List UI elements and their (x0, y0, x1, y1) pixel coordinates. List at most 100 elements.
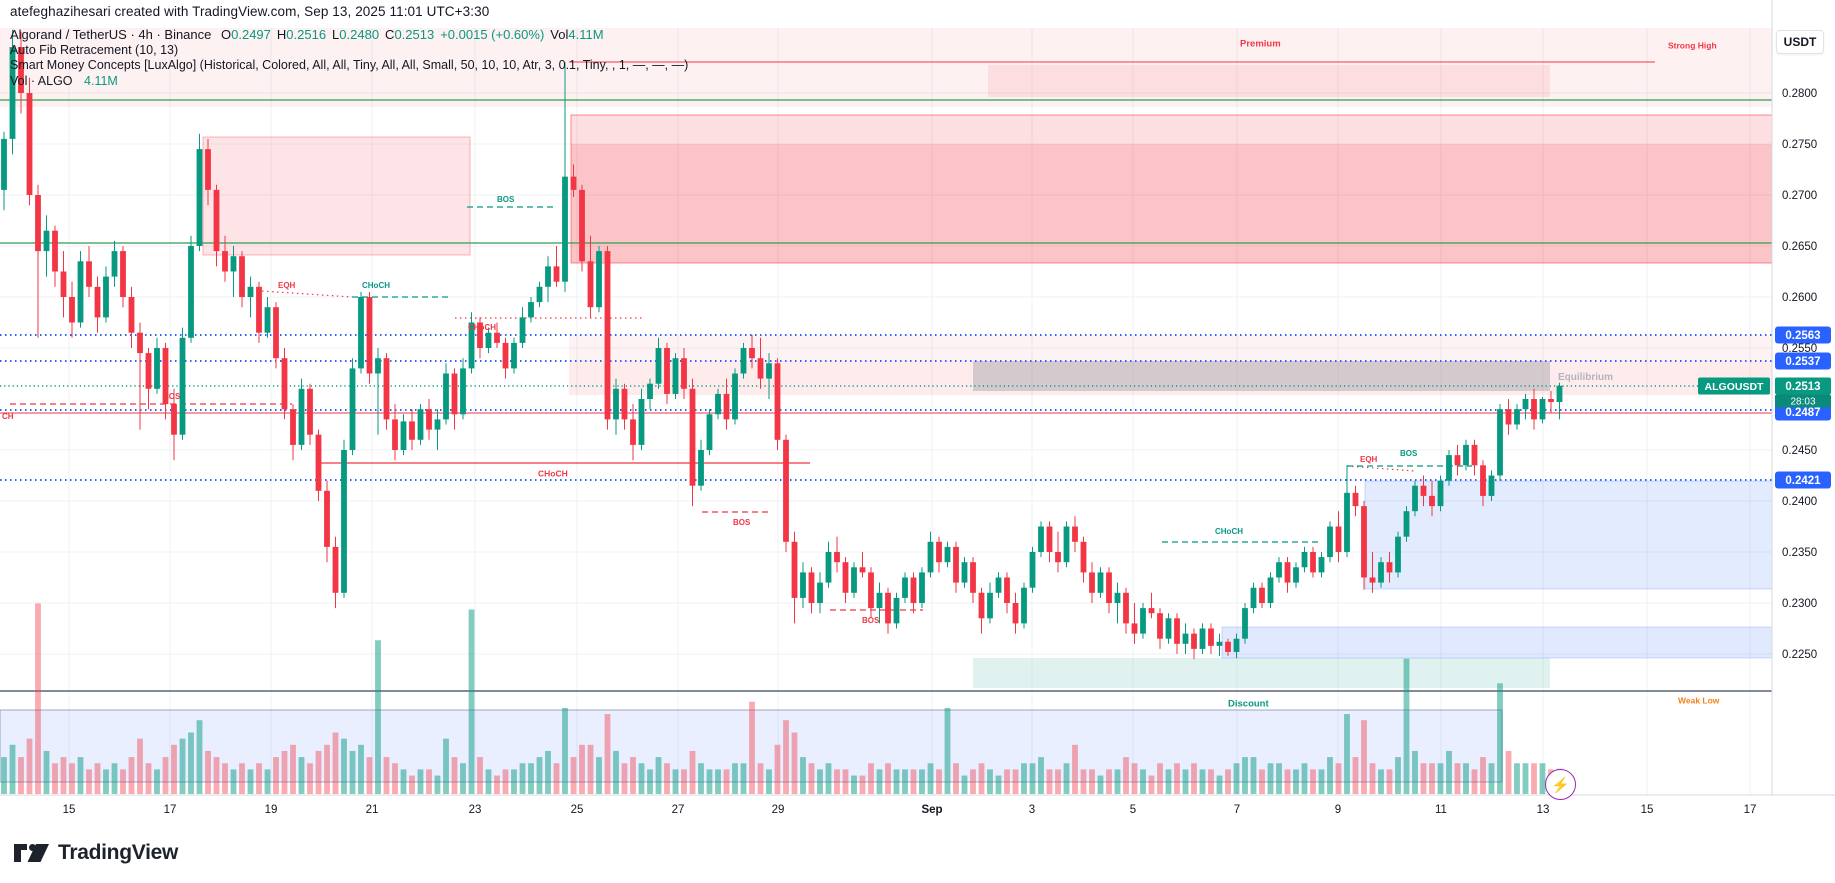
volume-indicator-row[interactable]: Vol · ALGO 4.11M (10, 74, 688, 90)
volume-bar (111, 763, 118, 794)
smc-label-weak-low: Weak Low (1678, 696, 1720, 706)
ohlc-value: 4.11M (568, 27, 604, 42)
candle-body (1165, 618, 1172, 639)
volume-bar (256, 763, 262, 794)
candle-body (1233, 638, 1240, 652)
volume-bar (1361, 720, 1367, 794)
candle-body (834, 552, 840, 563)
candle-body (162, 348, 169, 405)
candle-body (774, 363, 781, 440)
time-tick-label: 23 (469, 804, 482, 816)
volume-bar (1284, 769, 1291, 794)
candle-body (426, 409, 432, 430)
price-tick-label: 0.2350 (1782, 547, 1817, 559)
candle-body (919, 572, 925, 603)
candle-body (128, 297, 135, 333)
candle-body (689, 388, 696, 486)
volume-bar (128, 757, 135, 794)
time-tick-label: 3 (1029, 804, 1035, 816)
candle-body (961, 562, 968, 583)
candle-body (1038, 526, 1044, 552)
candle-body (1471, 444, 1478, 466)
volume-bar (672, 769, 679, 794)
candle-body (511, 342, 517, 369)
smc-indicator-row[interactable]: Smart Money Concepts [LuxAlgo] (Historic… (10, 58, 688, 74)
candle-body (698, 450, 704, 486)
candle-body (1242, 608, 1248, 639)
volume-bar (859, 775, 866, 794)
fib-indicator-row[interactable]: Auto Fib Retracement (10, 13) (10, 43, 688, 59)
candle-body (885, 592, 891, 624)
candle-body (1267, 577, 1274, 603)
fib-price-badge (1775, 352, 1831, 370)
volume-indicator-value: 4.11M (84, 73, 118, 88)
candle-body (247, 286, 254, 297)
volume-bar (1471, 769, 1478, 794)
volume-bar (732, 763, 738, 794)
time-tick-label: 5 (1130, 804, 1136, 816)
candle-body (1250, 587, 1257, 609)
volume-bar (52, 763, 58, 794)
supply-zone-main-inner (571, 144, 1772, 263)
volume-bar (1420, 763, 1427, 794)
candle-body (60, 271, 67, 297)
candle-body (757, 358, 764, 379)
volume-bar (43, 750, 50, 794)
volume-bar (94, 763, 101, 794)
candle-body (1114, 592, 1121, 603)
candle-body (239, 256, 245, 297)
candle-body (434, 419, 441, 430)
time-axis[interactable]: 15 17 19 21 23 25 27 29 Sep 3 5 7 9 11 13 15 17 (0, 794, 1835, 883)
volume-bar (1182, 769, 1189, 794)
smc-label-premium: Premium (1240, 39, 1281, 50)
volume-bar (392, 763, 398, 794)
quick-trade-lightning-button[interactable]: ⚡ (1545, 769, 1576, 800)
credit-text: atefeghazihesari created with TradingVie… (10, 4, 490, 19)
time-tick-label: 7 (1234, 804, 1240, 816)
candle-body (808, 572, 815, 603)
volume-bar (366, 757, 373, 794)
volume-bar (664, 763, 670, 794)
volume-bar (834, 769, 840, 794)
smc-label-choch: CHoCH (468, 323, 496, 332)
candle-body (451, 373, 458, 415)
candle-body (1, 138, 7, 190)
price-axis[interactable]: 0.2800 0.2750 0.2700 0.2650 0.2600 0.2550 0.24… (1698, 0, 1835, 825)
smc-label-bos: BOS (1400, 449, 1418, 458)
currency-toggle-button[interactable]: USDT (1776, 30, 1824, 54)
smc-label-bos: BOS (163, 392, 181, 401)
volume-bar (808, 763, 815, 794)
symbol-legend-row[interactable]: Algorand / TetherUS · 4h · Binance O0.24… (10, 27, 688, 43)
volume-bar (1514, 763, 1520, 794)
candle-body (145, 353, 152, 389)
candle-body (35, 195, 41, 252)
candle-body (936, 541, 942, 563)
candle-body (1080, 541, 1087, 573)
candle-body (1420, 485, 1427, 496)
candle-body (528, 302, 534, 318)
tradingview-logo[interactable]: TradingView (13, 841, 178, 865)
volume-bar (18, 757, 24, 794)
candle-body (638, 399, 645, 445)
volume-bar (332, 732, 339, 794)
candle-body (1497, 409, 1503, 476)
volume-bar (451, 757, 458, 794)
candle-body (349, 368, 356, 450)
volume-bar (1276, 763, 1282, 794)
candle-body (910, 577, 917, 603)
price-tick-label: 0.2700 (1782, 190, 1817, 202)
volume-bar (477, 757, 483, 794)
candle-body (596, 251, 602, 308)
candle-body (842, 562, 849, 593)
volume-bar (1386, 769, 1393, 794)
time-tick-label: 15 (63, 804, 76, 816)
volume-bar (1055, 769, 1061, 794)
volume-bar (1531, 763, 1537, 794)
volume-bar (120, 769, 126, 794)
volume-bar (1123, 757, 1129, 794)
smc-label-ch: CH (2, 412, 14, 421)
candle-body (468, 322, 475, 369)
ohlc-value: 0.2497 (231, 27, 271, 42)
volume-bar (953, 763, 959, 794)
